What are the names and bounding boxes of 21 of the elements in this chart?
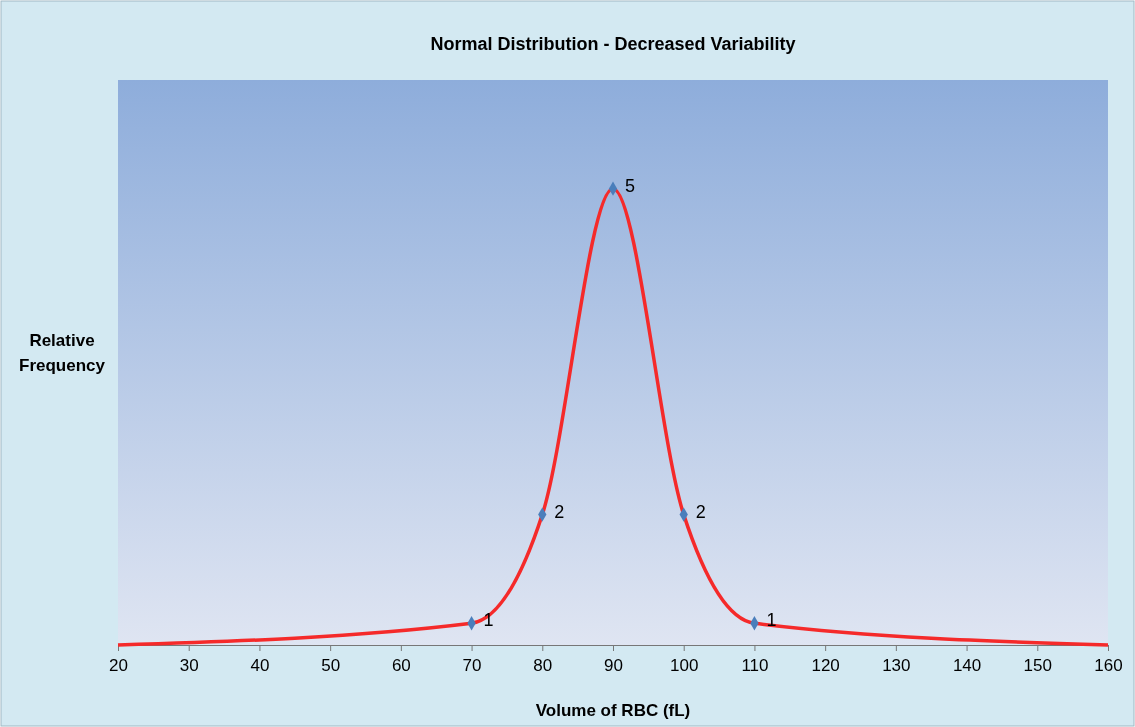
data-label: 2 xyxy=(695,501,706,522)
x-tick-label: 110 xyxy=(741,656,769,675)
x-tick-label: 70 xyxy=(462,656,482,675)
x-tick-label: 90 xyxy=(604,656,623,675)
chart-title: Normal Distribution - Decreased Variability xyxy=(430,34,796,54)
x-tick-label: 40 xyxy=(250,656,270,675)
x-tick-label: 130 xyxy=(882,656,911,675)
x-tick-label: 30 xyxy=(179,656,199,675)
x-tick-label: 120 xyxy=(811,656,840,675)
x-tick-label: 140 xyxy=(952,656,982,675)
x-tick-label: 60 xyxy=(391,656,411,675)
data-label: 2 xyxy=(554,501,565,522)
y-axis-title: Relative Frequency xyxy=(19,331,106,375)
x-tick-label: 150 xyxy=(1023,656,1052,675)
x-tick-label: 20 xyxy=(109,656,128,675)
data-label: 5 xyxy=(625,175,636,196)
x-tick-label: 100 xyxy=(670,656,699,675)
x-tick-label: 80 xyxy=(533,656,553,675)
x-tick-label: 50 xyxy=(321,656,341,675)
x-tick-label: 160 xyxy=(1094,656,1123,675)
x-axis-title: Volume of RBC (fL) xyxy=(535,701,691,720)
